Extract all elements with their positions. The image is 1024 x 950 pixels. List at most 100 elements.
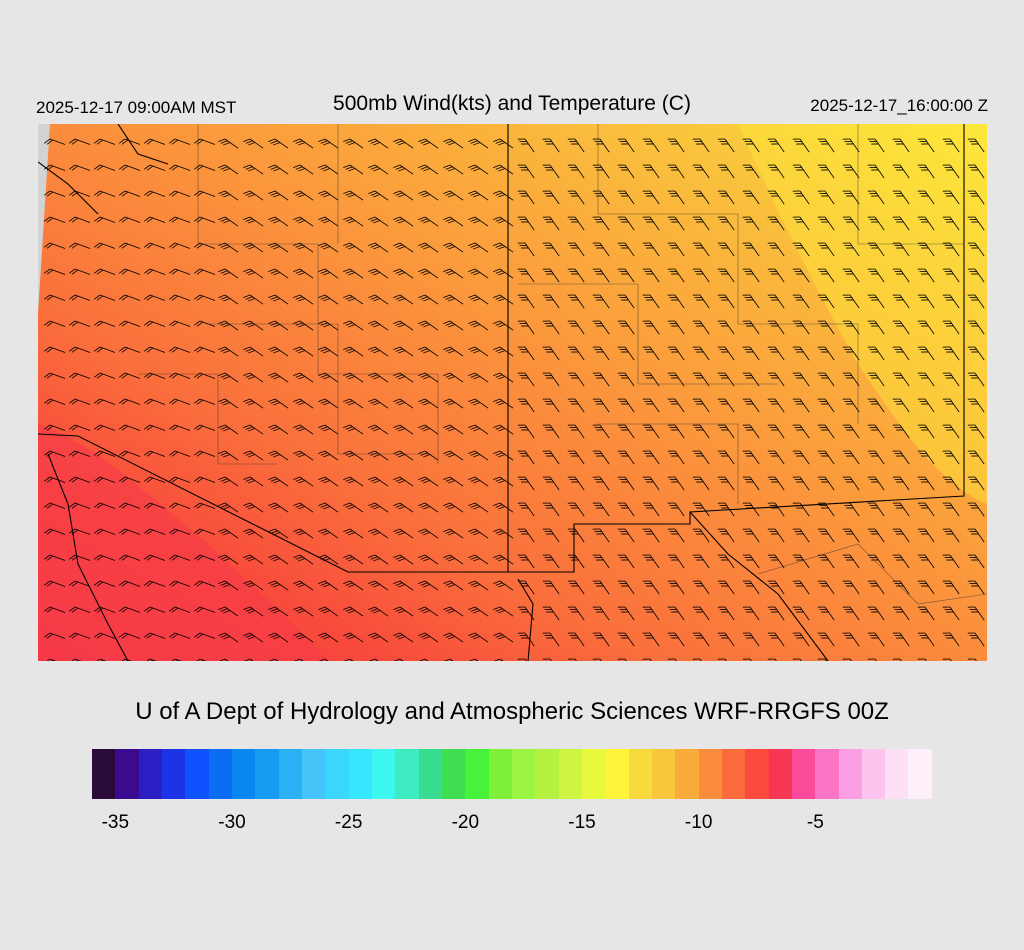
wind-barb [692,216,710,231]
wind-barb [517,398,535,413]
wind-barb [792,528,810,543]
wind-barb [268,216,289,227]
wind-barb [742,164,760,179]
wind-barb [542,632,560,647]
wind-barb [118,164,141,171]
wind-barb [817,606,835,621]
wind-barb [443,580,464,591]
valid-time-local: 2025-12-17 09:00AM MST [36,98,237,117]
wind-barb [717,346,735,361]
wind-barb [93,268,116,275]
wind-barb [243,294,264,305]
wind-barb [567,580,585,595]
wind-barb [318,294,339,305]
wind-barb [592,216,610,231]
wind-barb [592,294,610,309]
wind-barb [368,476,389,487]
wind-barb [942,346,960,361]
wind-barb [567,476,585,491]
wind-barb [343,424,364,435]
wind-barb [767,164,785,179]
wind-barb [193,294,216,301]
wind-barb [867,476,885,491]
wind-barb [842,190,860,205]
wind-barb [418,632,439,643]
wind-barb [692,242,710,257]
wind-barb [767,294,785,309]
wind-barb [293,294,314,305]
wind-barb [243,268,264,279]
wind-barb [293,216,314,227]
wind-barb [293,502,314,513]
wind-barb [867,346,885,361]
wind-barb [118,632,141,639]
wind-barb [93,190,116,197]
wind-barb [767,502,785,517]
wind-barb [617,346,635,361]
wind-barb [318,346,339,357]
wind-barb [343,216,364,227]
wind-barb [592,372,610,387]
wind-barb [193,580,216,587]
wind-barb [318,476,339,487]
wind-barb [118,554,141,561]
wind-barb [393,606,414,617]
wind-barb [68,580,91,587]
wind-barb [667,346,685,361]
wind-barb [717,554,735,569]
wind-barb [143,398,166,405]
colorbar-swatch [348,749,372,799]
wind-barb [567,268,585,283]
wind-barb [168,554,191,561]
wind-barb [68,216,91,223]
wind-barb [742,216,760,231]
colorbar-swatch [418,749,442,799]
wind-barb [393,580,414,591]
colorbar-swatch [92,749,116,799]
wind-barb [592,502,610,517]
colorbar-swatch [441,749,466,799]
wind-barb [567,164,585,179]
wind-barb [867,398,885,413]
wind-barb [118,372,141,379]
wind-barb [343,554,364,565]
wind-barb [542,502,560,517]
wind-barb [967,164,985,179]
wind-barb [468,476,489,487]
wind-barb [243,398,264,409]
wind-barb [468,138,489,149]
wind-barb [967,606,985,621]
wind-barb [443,528,464,539]
wind-barb [68,138,91,145]
wind-barb [542,268,560,283]
wind-barb [567,424,585,439]
county-borders [138,124,988,605]
wind-barb [942,424,960,439]
wind-barb [967,424,985,439]
wind-barb [43,346,66,353]
wind-barb [143,476,166,483]
wind-barb [193,632,216,639]
colorbar-swatch [511,749,536,799]
wind-barb [967,554,985,569]
wind-barb [368,450,389,461]
wind-barb [493,606,514,617]
wind-barb [942,138,960,153]
wind-barb [817,138,835,153]
wind-barb [942,242,960,257]
wind-barb [817,528,835,543]
wind-barb [343,294,364,305]
wind-barb [967,320,985,335]
wind-barb [867,268,885,283]
wind-barb [667,580,685,595]
wind-barb [742,320,760,335]
wind-barb [468,190,489,201]
wind-barb [168,606,191,613]
wind-barb [293,398,314,409]
wind-barb [842,424,860,439]
border-line [507,124,965,573]
wind-barb [542,398,560,413]
wind-barb [93,372,116,379]
wind-barb [967,294,985,309]
wind-barb [143,268,166,275]
